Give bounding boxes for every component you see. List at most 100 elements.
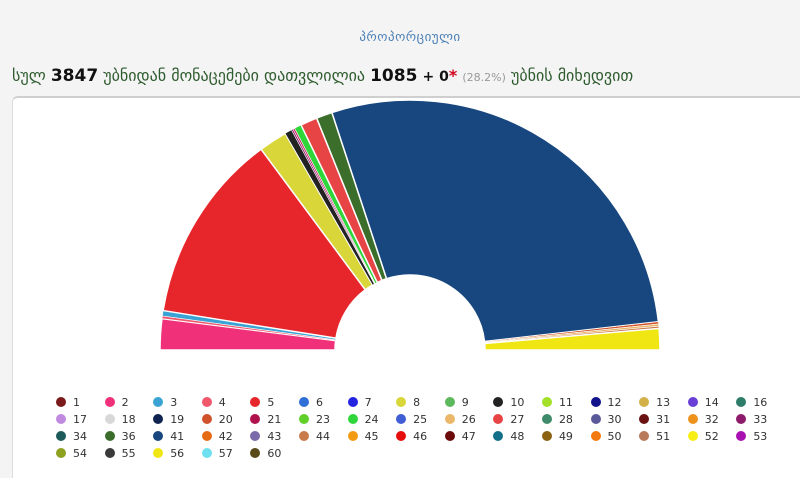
- legend-item-28[interactable]: 28: [541, 412, 591, 426]
- legend-item-42[interactable]: 42: [201, 429, 251, 443]
- legend-item-44[interactable]: 44: [298, 429, 348, 443]
- legend-color-dot-icon: [298, 414, 309, 424]
- legend-color-dot-icon: [444, 414, 455, 424]
- legend-label: 2: [121, 395, 129, 409]
- legend-item-48[interactable]: 48: [493, 429, 542, 443]
- slice-party-5[interactable]: [162, 148, 367, 340]
- legend-color-dot-icon: [687, 431, 698, 441]
- slice-party-41[interactable]: [330, 99, 660, 343]
- legend-color-dot-icon: [250, 414, 261, 424]
- legend-label: 21: [267, 412, 282, 426]
- legend-label: 14: [704, 395, 719, 409]
- counted-precincts: 1085: [370, 66, 418, 86]
- legend-item-34[interactable]: 34: [56, 429, 105, 443]
- legend-label: 19: [170, 412, 185, 426]
- legend-item-52[interactable]: 52: [687, 429, 737, 443]
- legend-color-dot-icon: [639, 397, 650, 407]
- legend-item-46[interactable]: 46: [396, 429, 445, 443]
- legend-item-6[interactable]: 6: [298, 395, 348, 409]
- legend-color-dot-icon: [396, 431, 407, 441]
- legend-color-dot-icon: [639, 431, 650, 441]
- legend-item-49[interactable]: 49: [541, 429, 591, 443]
- legend-color-dot-icon: [541, 431, 552, 441]
- legend-item-23[interactable]: 23: [298, 412, 348, 426]
- legend-item-14[interactable]: 14: [687, 395, 737, 409]
- legend-item-5[interactable]: 5: [250, 395, 299, 409]
- legend-item-55[interactable]: 55: [104, 446, 154, 460]
- legend-color-dot-icon: [104, 448, 115, 458]
- legend-label: 45: [364, 429, 379, 443]
- legend-label: 55: [121, 446, 136, 460]
- counted-percent: (28.2%): [462, 71, 506, 84]
- legend-label: 27: [510, 412, 525, 426]
- summary-prefix: სულ: [12, 66, 46, 85]
- legend-item-32[interactable]: 32: [687, 412, 737, 426]
- legend-label: 8: [413, 395, 421, 409]
- legend-label: 17: [73, 412, 87, 426]
- legend-label: 41: [170, 429, 185, 443]
- legend-item-43[interactable]: 43: [250, 429, 299, 443]
- legend-color-dot-icon: [590, 431, 601, 441]
- legend-item-20[interactable]: 20: [201, 412, 251, 426]
- count-summary: სულ 3847 უბნიდან მონაცემები დათვლილია 10…: [12, 66, 633, 86]
- legend-item-8[interactable]: 8: [396, 395, 445, 409]
- legend-item-24[interactable]: 24: [347, 412, 397, 426]
- legend-item-4[interactable]: 4: [201, 395, 251, 409]
- legend-label: 3: [170, 395, 178, 409]
- legend-item-1[interactable]: 1: [56, 395, 105, 409]
- legend-item-54[interactable]: 54: [56, 446, 105, 460]
- legend-label: 60: [267, 446, 282, 460]
- legend-color-dot-icon: [590, 414, 601, 424]
- slice-party-56[interactable]: [483, 327, 661, 351]
- legend-item-17[interactable]: 17: [56, 412, 105, 426]
- legend-label: 28: [558, 412, 573, 426]
- legend-label: 54: [73, 446, 87, 460]
- legend-item-9[interactable]: 9: [444, 395, 494, 409]
- legend-label: 10: [510, 395, 525, 409]
- legend-item-51[interactable]: 51: [639, 429, 688, 443]
- legend-item-56[interactable]: 56: [153, 446, 202, 460]
- legend-color-dot-icon: [56, 397, 66, 407]
- legend-label: 4: [218, 395, 226, 409]
- legend-label: 23: [315, 412, 330, 426]
- legend-label: 43: [267, 429, 282, 443]
- legend-color-dot-icon: [298, 397, 309, 407]
- legend-item-50[interactable]: 50: [590, 429, 640, 443]
- legend-label: 5: [267, 395, 275, 409]
- legend-color-dot-icon: [736, 431, 747, 441]
- legend-color-dot-icon: [298, 431, 309, 441]
- legend-color-dot-icon: [541, 414, 552, 424]
- legend-label: 52: [704, 429, 719, 443]
- legend-item-26[interactable]: 26: [444, 412, 494, 426]
- legend-item-33[interactable]: 33: [736, 412, 785, 426]
- legend-color-dot-icon: [444, 397, 455, 407]
- legend-item-3[interactable]: 3: [153, 395, 202, 409]
- legend-item-13[interactable]: 13: [639, 395, 688, 409]
- legend-item-41[interactable]: 41: [153, 429, 202, 443]
- legend-item-16[interactable]: 16: [736, 395, 785, 409]
- legend-label: 51: [656, 429, 671, 443]
- legend-item-25[interactable]: 25: [396, 412, 445, 426]
- legend-color-dot-icon: [493, 397, 504, 407]
- legend-item-57[interactable]: 57: [201, 446, 251, 460]
- legend-item-7[interactable]: 7: [347, 395, 397, 409]
- legend-item-60[interactable]: 60: [250, 446, 299, 460]
- legend-item-53[interactable]: 53: [736, 429, 785, 443]
- legend-item-30[interactable]: 30: [590, 412, 640, 426]
- legend-item-45[interactable]: 45: [347, 429, 397, 443]
- legend-color-dot-icon: [153, 431, 164, 441]
- legend-item-27[interactable]: 27: [493, 412, 542, 426]
- legend-item-19[interactable]: 19: [153, 412, 202, 426]
- legend-item-10[interactable]: 10: [493, 395, 542, 409]
- legend-item-11[interactable]: 11: [541, 395, 591, 409]
- legend-item-2[interactable]: 2: [104, 395, 154, 409]
- legend-item-12[interactable]: 12: [590, 395, 640, 409]
- legend-item-36[interactable]: 36: [104, 429, 154, 443]
- legend-item-31[interactable]: 31: [639, 412, 688, 426]
- legend-item-21[interactable]: 21: [250, 412, 299, 426]
- legend-label: 11: [558, 395, 573, 409]
- legend-item-47[interactable]: 47: [444, 429, 494, 443]
- legend-item-18[interactable]: 18: [104, 412, 154, 426]
- chart-legend: 1 2 3 4 5 6 7 8 9 10 11 12 13 14 16 17 18 19 20 21 23 24 25 26 2…: [56, 395, 796, 460]
- legend-color-dot-icon: [444, 431, 455, 441]
